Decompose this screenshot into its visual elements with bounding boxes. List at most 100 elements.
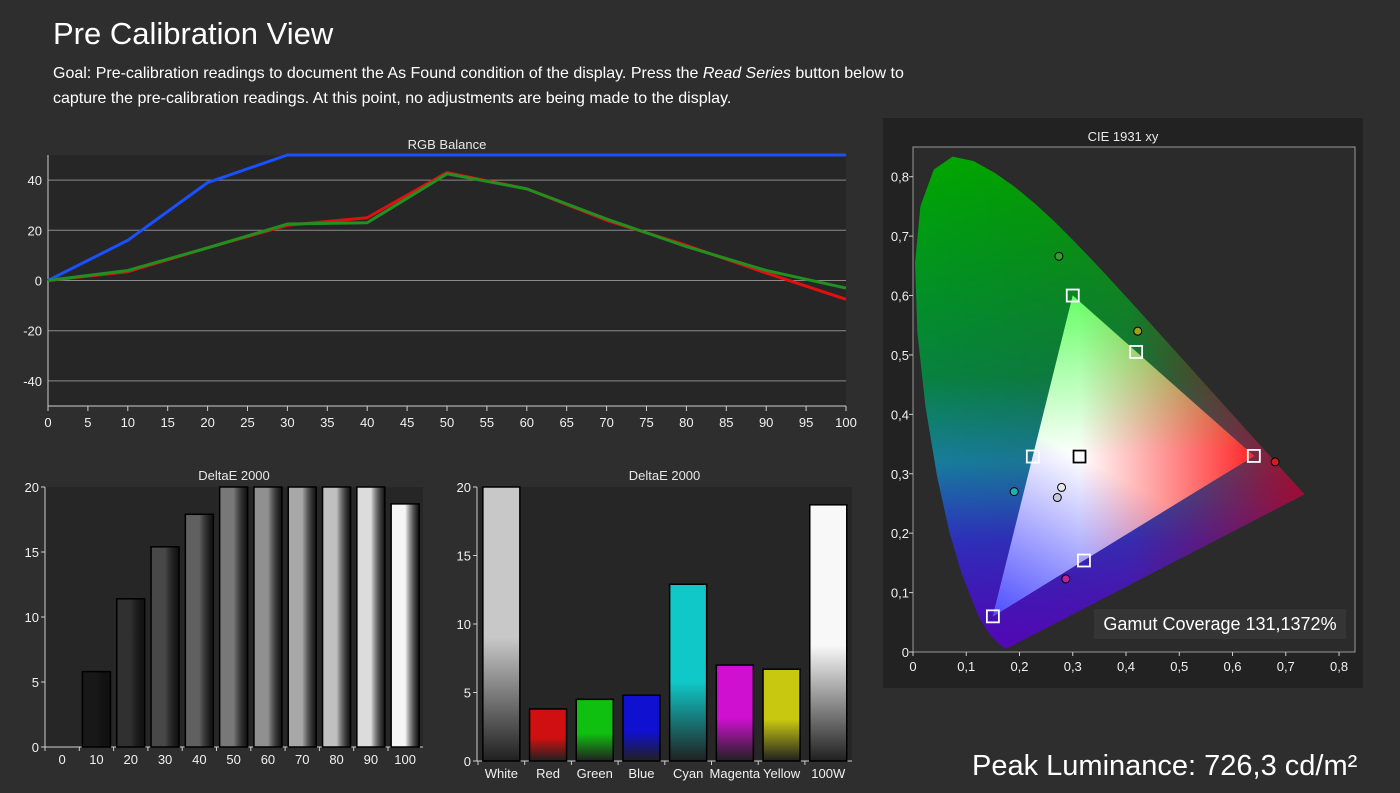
- cie-ytick-label: 0,6: [891, 289, 909, 304]
- gray-bar-70: [287, 486, 317, 748]
- color-xtick-label: White: [485, 766, 518, 781]
- color-xtick-label: Cyan: [673, 766, 703, 781]
- cie-xtick-label: 0,2: [1010, 659, 1028, 674]
- cie-ytick-label: 0: [902, 645, 909, 660]
- rgb-xtick-label: 90: [759, 415, 773, 430]
- rgb-xtick-label: 70: [599, 415, 613, 430]
- rgb-xtick-label: 20: [200, 415, 214, 430]
- gray-bar-90: [356, 486, 386, 748]
- rgb-xtick-label: 60: [520, 415, 534, 430]
- cie-xtick-label: 0: [909, 659, 916, 674]
- cie-xtick-label: 0,6: [1223, 659, 1241, 674]
- rgb-xtick-label: 0: [44, 415, 51, 430]
- cie-measured-magenta: [1061, 574, 1071, 584]
- cie-ytick-label: 0,7: [891, 229, 909, 244]
- goal-text-prefix: Goal: Pre-calibration readings to docume…: [53, 65, 703, 82]
- gray-xtick-label: 40: [192, 752, 206, 767]
- cie-xtick-label: 0,7: [1277, 659, 1295, 674]
- rgb-xtick-label: 25: [240, 415, 254, 430]
- cie-target-blue: [985, 609, 1000, 624]
- rgb-xtick-label: 95: [799, 415, 813, 430]
- color-xtick-label: Green: [577, 766, 613, 781]
- gray-bar-20: [116, 598, 146, 748]
- gray-bar-60: [253, 486, 283, 748]
- color-ytick-label: 20: [457, 480, 471, 495]
- rgb-xtick-label: 10: [121, 415, 135, 430]
- rgb-ytick-label: -40: [23, 374, 42, 389]
- cie-ytick-label: 0,5: [891, 348, 909, 363]
- rgb-xtick-label: 50: [440, 415, 454, 430]
- color-xtick-label: 100W: [811, 766, 846, 781]
- cie-measured-yellow: [1133, 326, 1143, 336]
- gray-ytick-label: 10: [25, 610, 39, 625]
- gray-xtick-label: 60: [261, 752, 275, 767]
- rgb-xtick-label: 35: [320, 415, 334, 430]
- color-ytick-label: 0: [464, 754, 471, 769]
- cie-xtick-label: 0,3: [1064, 659, 1082, 674]
- cie-ytick-label: 0,4: [891, 407, 909, 422]
- cie-ytick-label: 0,3: [891, 467, 909, 482]
- page-title: Pre Calibration View: [53, 16, 334, 51]
- cie-target-magenta: [1077, 553, 1091, 568]
- color-xtick-label: Red: [536, 766, 560, 781]
- color-bar-green: [575, 698, 614, 762]
- cie-target-red: [1246, 449, 1261, 463]
- cie-target-white: [1072, 449, 1087, 464]
- read-series-mention: Read Series: [702, 65, 791, 82]
- cie-target-cyan: [1025, 449, 1040, 464]
- goal-text-suffix: button below to capture the pre-calibrat…: [53, 65, 904, 107]
- rgb-xtick-label: 65: [559, 415, 573, 430]
- gray-xtick-label: 80: [329, 752, 343, 767]
- color-bar-white: [482, 486, 521, 762]
- gray-xtick-label: 50: [226, 752, 240, 767]
- color-ytick-label: 15: [457, 549, 471, 564]
- cie-target-white-outline: [1071, 448, 1088, 465]
- rgb-xtick-label: 45: [400, 415, 414, 430]
- gray-xtick-label: 10: [89, 752, 103, 767]
- rgb-xtick-label: 55: [480, 415, 494, 430]
- color-xtick-label: Blue: [628, 766, 654, 781]
- cie-ytick-label: 0,2: [891, 526, 909, 541]
- cie-measured-green: [1054, 251, 1064, 261]
- cie-xtick-label: 0,5: [1170, 659, 1188, 674]
- color-bar-yellow: [762, 668, 801, 762]
- cie-target-yellow: [1129, 345, 1144, 359]
- gray-title: DeltaE 2000: [198, 468, 270, 483]
- gray-ytick-label: 15: [25, 545, 39, 560]
- rgb-xtick-label: 100: [835, 415, 857, 430]
- gray-bar-50: [218, 486, 249, 748]
- color-ytick-label: 5: [464, 686, 471, 701]
- color-bar-red: [528, 708, 568, 762]
- gray-xtick-label: 100: [394, 752, 416, 767]
- rgb-ytick-label: 20: [28, 223, 42, 238]
- cie-ytick-label: 0,8: [891, 170, 909, 185]
- gray-bar-40: [184, 513, 215, 748]
- gamut-triangle-blue: [992, 295, 1254, 617]
- gray-bar-10: [81, 670, 112, 748]
- color-ytick-label: 10: [457, 617, 471, 632]
- cie-xtick-label: 0,1: [957, 659, 975, 674]
- cie-ytick-label: 0,1: [891, 586, 909, 601]
- goal-description: Goal: Pre-calibration readings to docume…: [53, 61, 933, 111]
- gray-ytick-label: 5: [32, 675, 39, 690]
- color-bar-magenta: [715, 664, 755, 762]
- peak-luminance: Peak Luminance: 726,3 cd/m²: [972, 750, 1358, 782]
- gray-xtick-label: 70: [295, 752, 309, 767]
- rgb-xtick-label: 5: [84, 415, 91, 430]
- rgb-ytick-label: -20: [23, 324, 42, 339]
- gray-xtick-label: 30: [158, 752, 172, 767]
- gray-xtick-label: 20: [124, 752, 138, 767]
- gray-bar-30: [150, 546, 180, 748]
- rgb-xtick-label: 40: [360, 415, 374, 430]
- rgb-xtick-label: 75: [639, 415, 653, 430]
- rgb-ytick-label: 40: [28, 173, 42, 188]
- color-bar-blue: [622, 694, 661, 762]
- gray-bar-100: [390, 503, 420, 748]
- cie-measured-white-2: [1052, 493, 1062, 503]
- color-xtick-label: Magenta: [710, 766, 761, 781]
- cie-measured-cyan: [1009, 487, 1019, 497]
- rgb-xtick-label: 30: [280, 415, 294, 430]
- gray-xtick-label: 90: [364, 752, 378, 767]
- cie-xtick-label: 0,8: [1330, 659, 1348, 674]
